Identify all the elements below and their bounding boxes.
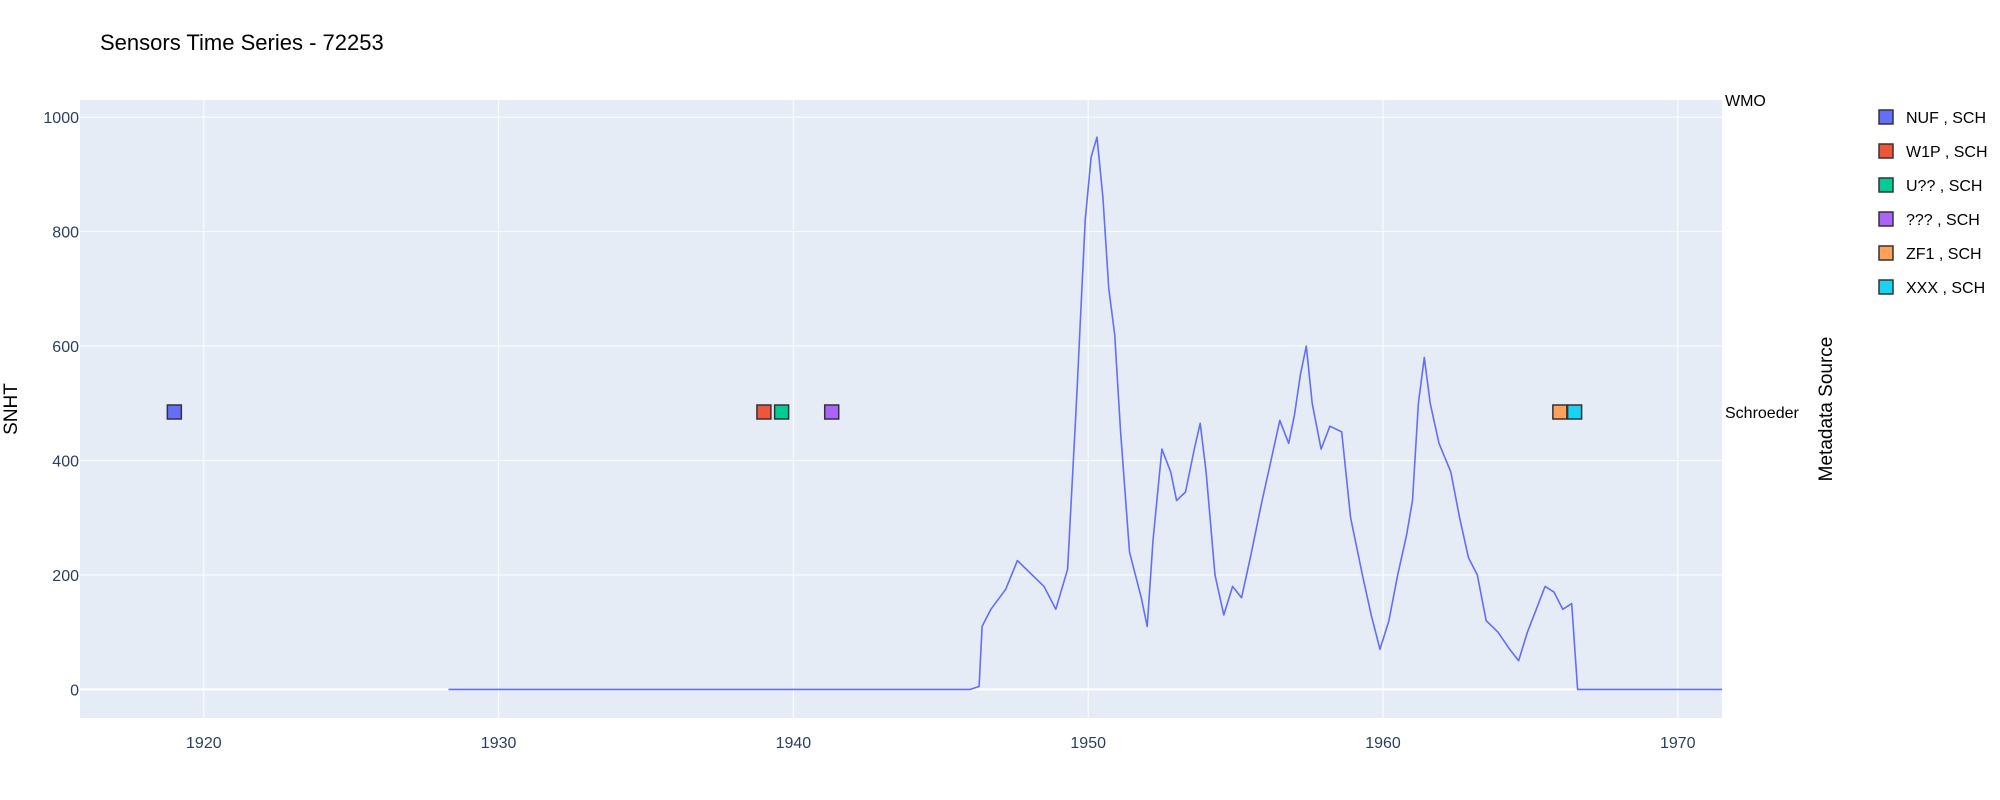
metadata-marker [756, 404, 772, 420]
x-tick-label: 1970 [1660, 735, 1696, 752]
metadata-markers [166, 404, 1583, 420]
legend-swatch [1878, 211, 1894, 227]
legend[interactable]: NUF , SCH W1P , SCH U?? , SCH ??? , SCH ZF1 … [1878, 109, 1988, 297]
metadata-marker [1566, 404, 1583, 420]
legend-item[interactable]: XXX , SCH [1878, 279, 1985, 297]
x-tick-label: 1940 [776, 735, 812, 752]
legend-item[interactable]: ZF1 , SCH [1878, 245, 1982, 263]
legend-swatch [1878, 245, 1894, 261]
metadata-marker [166, 404, 183, 420]
y-axis-title: SNHT [1, 383, 22, 435]
legend-item[interactable]: W1P , SCH [1878, 143, 1988, 161]
y-tick-label: 400 [52, 454, 79, 471]
legend-swatch [1878, 177, 1894, 193]
x-tick-label: 1920 [186, 735, 222, 752]
legend-label: W1P , SCH [1906, 144, 1988, 161]
y-tick-label: 600 [52, 339, 79, 356]
legend-label: ??? , SCH [1906, 212, 1980, 229]
x-tick-label: 1950 [1070, 735, 1106, 752]
x-axis: 1920 1930 1940 1950 1960 1970 [186, 735, 1696, 752]
y-tick-label: 200 [52, 568, 79, 585]
legend-swatch [1878, 109, 1894, 125]
legend-swatch [1878, 279, 1894, 295]
metadata-marker [773, 404, 790, 420]
metadata-category-label: WMO [1725, 93, 1766, 110]
y-tick-label: 1000 [43, 110, 79, 127]
metadata-marker [823, 404, 840, 420]
metadata-category-label: Schroeder [1725, 405, 1799, 422]
plot-background [80, 100, 1722, 718]
legend-label: ZF1 , SCH [1906, 246, 1982, 263]
y-tick-label: 800 [52, 225, 79, 242]
series-line [448, 136, 1722, 691]
legend-item[interactable]: U?? , SCH [1878, 177, 1982, 195]
x-tick-label: 1930 [481, 735, 517, 752]
legend-label: U?? , SCH [1906, 178, 1982, 195]
legend-label: NUF , SCH [1906, 110, 1986, 127]
x-tick-label: 1960 [1365, 735, 1401, 752]
y-tick-label: 0 [70, 682, 79, 699]
metadata-axis: WMO Schroeder [1725, 93, 1799, 422]
metadata-axis-title: Metadata Source [1816, 337, 1837, 482]
y-axis: 0 200 400 600 800 1000 [43, 110, 79, 699]
series-layer [448, 136, 1722, 691]
metadata-marker [1552, 404, 1568, 420]
legend-item[interactable]: NUF , SCH [1878, 109, 1986, 127]
chart-title: Sensors Time Series - 72253 [100, 30, 384, 55]
legend-label: XXX , SCH [1906, 280, 1985, 297]
legend-swatch [1878, 143, 1894, 159]
legend-item[interactable]: ??? , SCH [1878, 211, 1980, 229]
